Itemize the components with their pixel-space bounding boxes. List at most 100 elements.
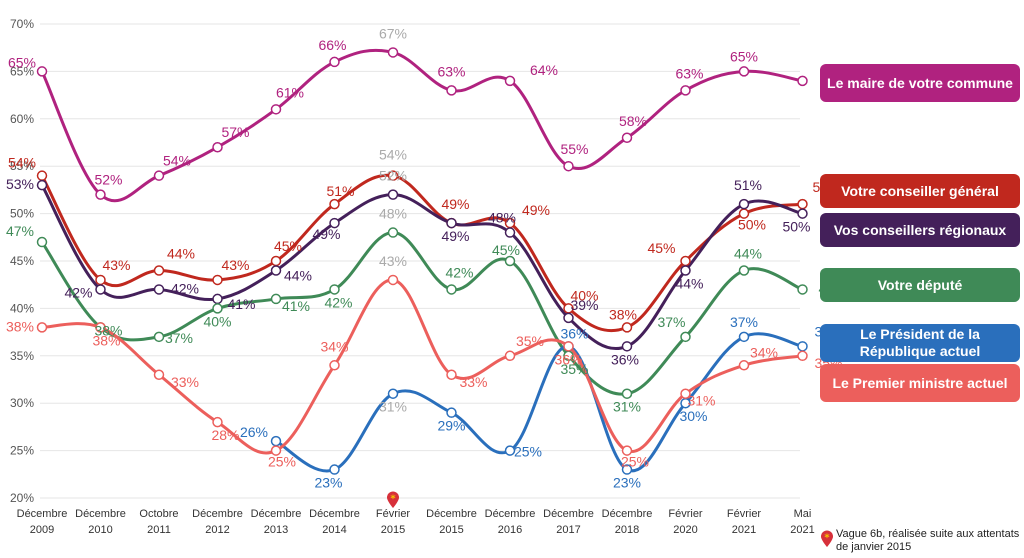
data-label: 36% [560, 325, 588, 341]
data-label: 37% [730, 314, 758, 330]
data-label: 44% [167, 245, 195, 261]
data-point [797, 284, 808, 295]
data-point [153, 284, 165, 295]
data-label: 42% [324, 294, 352, 310]
data-label: 45% [274, 238, 302, 254]
data-point [563, 160, 574, 172]
data-label: 47% [6, 223, 34, 239]
data-point [153, 369, 165, 381]
data-point [446, 85, 457, 96]
data-label: 51% [326, 183, 354, 199]
data-point [212, 141, 223, 153]
data-point [621, 132, 633, 144]
x-tick-label: Décembre 2017 [543, 508, 594, 536]
y-axis: 20% 25% 30% 35% 40% 45% 50% 55% 60% 65% 70% [10, 17, 34, 505]
x-tick-label-line: Décembre [543, 508, 594, 520]
data-point [446, 369, 457, 381]
data-point [36, 66, 48, 77]
legend-item: Vos conseillers régionaux [820, 213, 1020, 247]
data-label: 52% [379, 168, 407, 184]
x-tick-label-line: 2016 [498, 524, 522, 536]
data-point [153, 331, 165, 343]
legend-item: Le Président de la République actuel [820, 324, 1020, 362]
data-label: 25% [268, 454, 296, 470]
data-point [329, 284, 340, 295]
data-label: 43% [379, 253, 407, 269]
data-label: 30% [679, 408, 707, 424]
x-tick-label-line: 2017 [556, 524, 580, 536]
data-point [212, 303, 223, 314]
data-point [95, 274, 106, 286]
data-label: 44% [734, 245, 762, 261]
y-tick-label: 20% [10, 491, 34, 505]
x-tick-label-line: Décembre [602, 508, 653, 520]
data-label: 35% [516, 333, 544, 349]
data-label: 37% [165, 330, 193, 346]
x-tick-label: Février 2021 [727, 508, 762, 536]
data-point [738, 265, 750, 276]
data-label: 35% [560, 361, 588, 377]
data-point [387, 47, 399, 58]
data-point [621, 388, 633, 399]
x-tick-label-line: Février [727, 508, 762, 520]
data-point [387, 189, 399, 200]
data-label: 25% [514, 444, 542, 460]
data-point [329, 56, 340, 68]
data-label: 38% [609, 306, 637, 322]
x-tick-label-line: Décembre [192, 508, 243, 520]
x-tick-label-line: 2013 [264, 524, 288, 536]
legend-item: Le Premier ministre actuel [820, 364, 1020, 402]
y-tick-label: 65% [10, 64, 34, 78]
data-point [738, 198, 750, 210]
legend-item: Le maire de votre commune [820, 64, 1020, 102]
data-label: 36% [611, 351, 639, 367]
x-tick-label-line: 2010 [88, 524, 112, 536]
data-point [797, 208, 808, 219]
x-tick-label-line: Décembre [251, 508, 302, 520]
data-label: 37% [657, 314, 685, 330]
x-tick-label-line: 2015 [439, 524, 463, 536]
data-labels: 65%52%54%57%61%66%67%63%64%55%58%63%65%6… [6, 25, 851, 490]
data-label: 38% [92, 332, 120, 348]
data-label: 36% [554, 351, 582, 367]
data-point [270, 104, 282, 115]
asterisk-pin-icon: * [821, 530, 833, 547]
data-label: 42% [171, 280, 199, 296]
data-label: 57% [221, 124, 249, 140]
y-tick-label: 60% [10, 112, 34, 126]
data-point [212, 416, 223, 428]
data-label: 45% [647, 240, 675, 256]
data-label: 40% [570, 287, 598, 303]
data-point [36, 170, 48, 181]
grid-lines [40, 23, 800, 499]
x-tick-label-line: Décembre [75, 508, 126, 520]
x-tick-label: Décembre 2016 [485, 508, 536, 536]
data-label: 50% [782, 219, 810, 235]
data-label: 49% [441, 228, 469, 244]
data-label: 33% [171, 374, 199, 390]
data-label: 29% [437, 418, 465, 434]
data-point [504, 445, 516, 456]
series-points [36, 47, 808, 475]
data-label: 63% [437, 63, 465, 79]
x-tick-label-line: 2021 [790, 524, 814, 536]
data-point [270, 255, 282, 267]
data-point [621, 322, 633, 333]
x-tick-label: Décembre 2009 [17, 508, 68, 536]
data-label: 31% [613, 399, 641, 415]
x-tick-label: Décembre 2018 [602, 508, 653, 536]
data-point [680, 255, 691, 267]
data-point [270, 265, 282, 276]
pin-asterisk: * [390, 494, 396, 505]
data-point [270, 293, 282, 305]
data-label: 38% [6, 318, 34, 334]
x-tick-label-line: Février [668, 508, 703, 520]
x-tick-label-line: 2011 [147, 524, 171, 536]
data-label: 65% [730, 48, 758, 64]
x-tick-label-line: Février [376, 508, 411, 520]
data-point [738, 360, 750, 371]
y-tick-label: 25% [10, 444, 34, 458]
x-axis: Décembre 2009 Décembre 2010 Octobre 2011 Décem… [17, 508, 815, 536]
y-tick-label: 55% [10, 159, 34, 173]
data-label: 34% [750, 344, 778, 360]
